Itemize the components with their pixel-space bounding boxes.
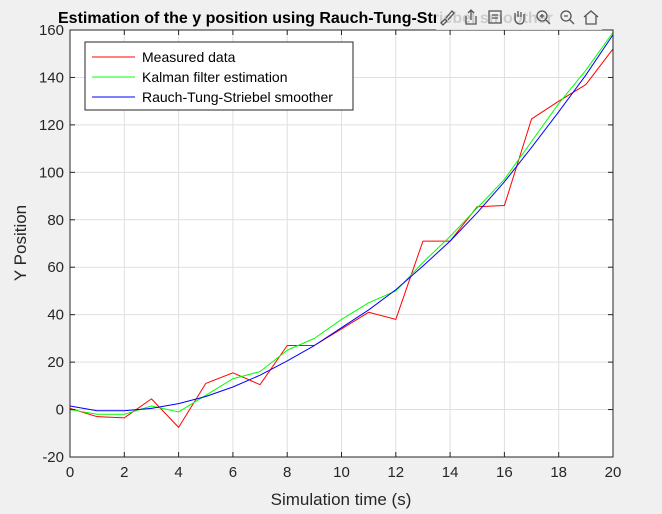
tick-labels: 0 2 4 6 8 10 12 14 16 18 20-2002040608010012014016…: [39, 22, 621, 481]
y-tick-label: 100: [39, 164, 64, 181]
x-tick-label: 6: [229, 464, 237, 481]
y-tick-label: 160: [39, 22, 64, 39]
x-tick-label: 16: [496, 464, 513, 481]
x-tick-label: 4: [174, 464, 182, 481]
legend-box: [84, 41, 354, 111]
zoom-in-icon[interactable]: [532, 6, 554, 28]
y-tick-label: 20: [47, 354, 64, 371]
pan-icon[interactable]: [508, 6, 530, 28]
y-tick-label: 0: [56, 402, 64, 419]
y-tick-label: 140: [39, 69, 64, 86]
zoom-out-icon[interactable]: [556, 6, 578, 28]
legend-entries: Measured data Kalman filter estimation Rau…: [92, 49, 333, 105]
axes-toolbar: [436, 4, 602, 30]
x-tick-label: 12: [387, 464, 404, 481]
chart-title: Estimation of the y position using Rauch…: [58, 10, 553, 27]
x-tick-label: 14: [442, 464, 459, 481]
legend-label-rts-smoother: Rauch-Tung-Striebel smoother: [142, 89, 333, 105]
x-tick-label: 10: [333, 464, 350, 481]
legend[interactable]: Measured data Kalman filter estimation Rau…: [84, 41, 354, 111]
tick-marks: [69, 29, 614, 458]
y-tick-label: 80: [47, 212, 64, 229]
series-layer: [69, 32, 614, 428]
legend-label-measured-data: Measured data: [142, 49, 236, 65]
x-tick-label: 18: [550, 464, 567, 481]
brush-icon[interactable]: [436, 6, 458, 28]
y-axis-label: Y Position: [11, 205, 30, 281]
series-line-rts-smoother[interactable]: [69, 34, 614, 412]
series-line-kalman-filter-estimation[interactable]: [69, 32, 614, 415]
x-tick-label: 8: [283, 464, 291, 481]
x-tick-label: 0: [66, 464, 74, 481]
y-tick-label: 60: [47, 259, 64, 276]
y-tick-label: -20: [42, 449, 64, 466]
export-icon[interactable]: [460, 6, 482, 28]
legend-label-kalman-filter-estimation: Kalman filter estimation: [142, 69, 288, 85]
y-tick-label: 40: [47, 307, 64, 324]
y-tick-label: 120: [39, 117, 64, 134]
home-icon[interactable]: [580, 6, 602, 28]
x-tick-label: 20: [605, 464, 622, 481]
datatip-icon[interactable]: [484, 6, 506, 28]
x-tick-label: 2: [120, 464, 128, 481]
grid-lines: [70, 30, 613, 457]
x-axis-label: Simulation time (s): [271, 490, 412, 509]
